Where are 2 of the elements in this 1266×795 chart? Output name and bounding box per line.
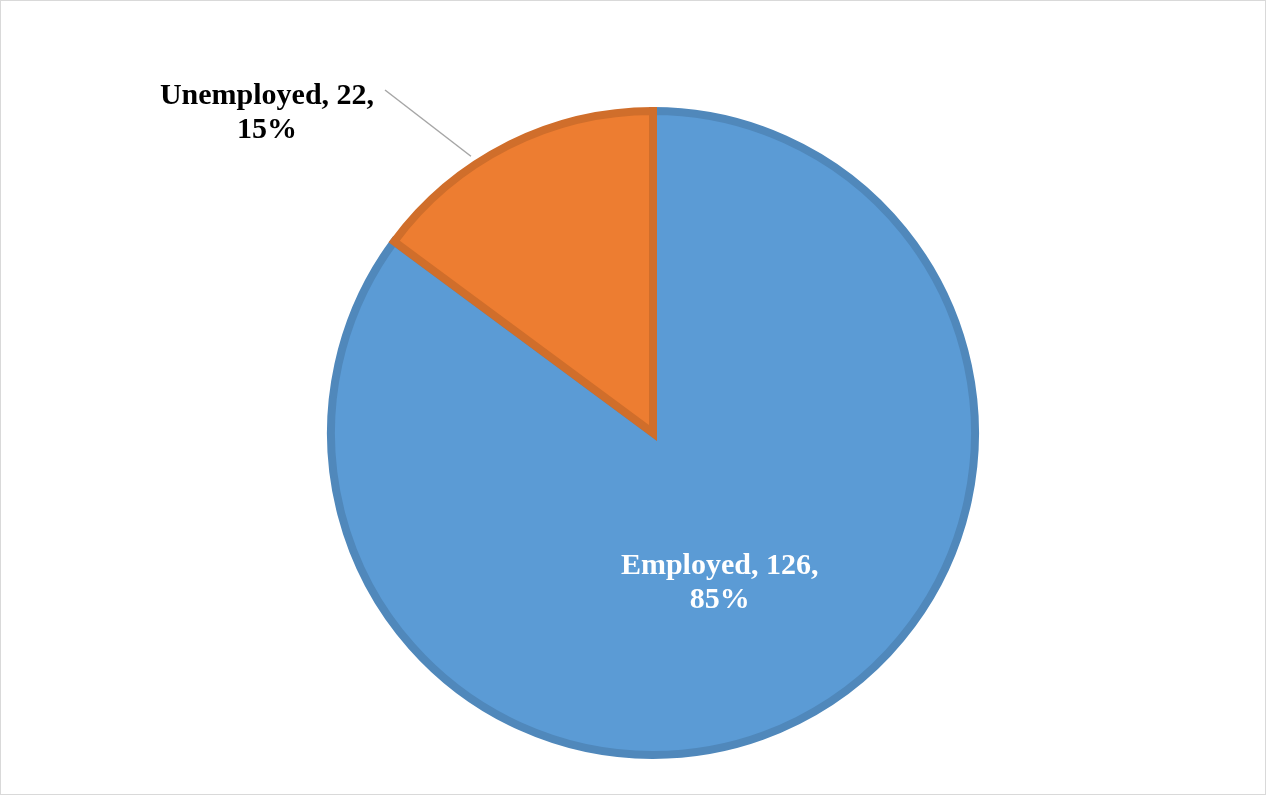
slice-label: Employed, 126, 85% [620,547,819,615]
slice-label: Unemployed, 22, 15% [159,77,375,144]
